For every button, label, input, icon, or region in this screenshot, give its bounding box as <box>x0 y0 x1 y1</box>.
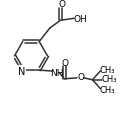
Text: OH: OH <box>73 15 87 24</box>
Text: N: N <box>18 66 25 76</box>
Text: CH₃: CH₃ <box>99 65 115 74</box>
Text: O: O <box>58 0 65 9</box>
Text: CH₃: CH₃ <box>99 85 115 94</box>
Text: CH₃: CH₃ <box>101 75 117 84</box>
Text: NH: NH <box>50 68 63 77</box>
Text: O: O <box>62 58 69 67</box>
Text: O: O <box>77 73 84 82</box>
